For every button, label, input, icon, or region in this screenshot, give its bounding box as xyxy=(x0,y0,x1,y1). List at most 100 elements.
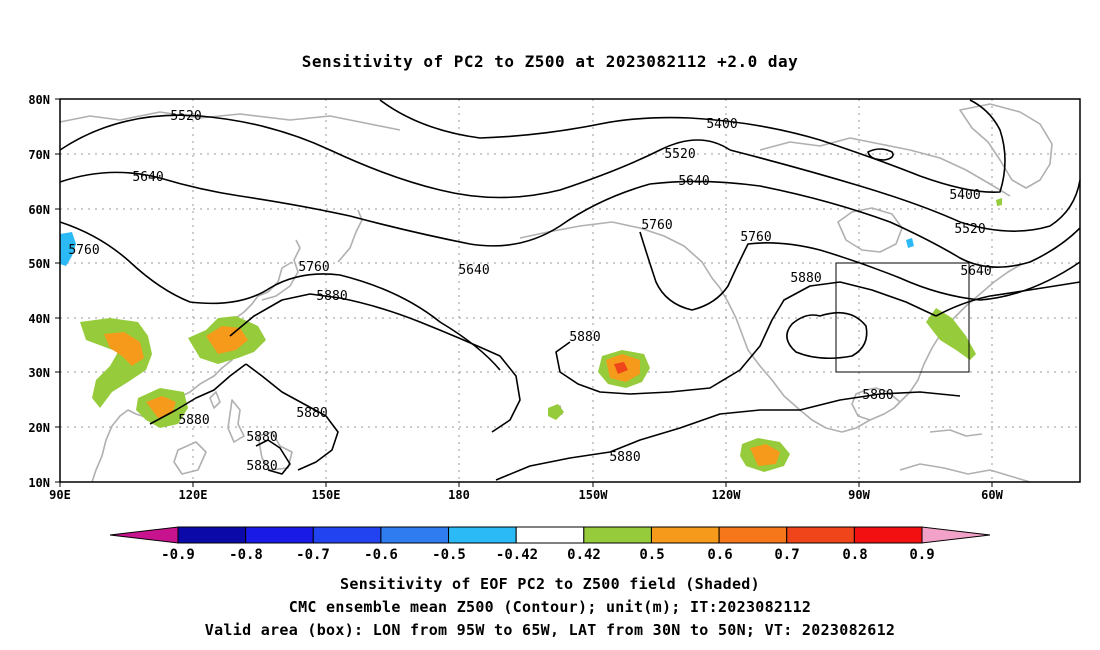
figure-title: Sensitivity of PC2 to Z500 at 2023082112… xyxy=(302,52,799,71)
colorbar-label: -0.9 xyxy=(161,547,195,563)
contour-label: 5880 xyxy=(609,450,640,465)
coastlines xyxy=(59,103,1053,483)
contour-5760-west xyxy=(59,221,501,371)
colorbar-label: 0.8 xyxy=(842,547,867,563)
colorbar-high-arrow xyxy=(921,526,991,544)
colorbar-label: 0.6 xyxy=(707,547,732,563)
coast-borneo xyxy=(173,441,207,475)
lat-tick-label: 20N xyxy=(28,421,50,435)
sensitivity-shading xyxy=(60,198,1002,472)
contour-label: 5640 xyxy=(458,263,489,278)
contour-5880-png xyxy=(255,439,291,475)
coast-philippines xyxy=(227,399,245,443)
contour-label: 5400 xyxy=(706,117,737,132)
colorbar-swatch xyxy=(448,526,517,544)
lon-tick-label: 180 xyxy=(448,488,470,502)
lon-tick-label: 60W xyxy=(981,488,1003,502)
colorbar-label: 0.9 xyxy=(909,547,934,563)
contour-5880-high xyxy=(786,311,868,360)
lon-tick-label: 120W xyxy=(712,488,742,502)
shade-green-hawaii xyxy=(548,404,564,420)
contour-label: 5880 xyxy=(246,430,277,445)
contour-label: 5760 xyxy=(68,243,99,258)
contour-label: 5400 xyxy=(949,188,980,203)
contour-5400-north xyxy=(379,99,1006,193)
coast-south-america xyxy=(899,463,1031,483)
lat-tick-label: 30N xyxy=(28,366,50,380)
contour-label: 5880 xyxy=(178,413,209,428)
colorbar-labels: -0.9 -0.8 -0.7 -0.6 -0.5 -0.42 0.42 0.5 … xyxy=(161,547,935,563)
captions: Sensitivity of EOF PC2 to Z500 field (Sh… xyxy=(205,575,895,639)
coast-caribbean xyxy=(929,429,983,437)
coast-gulf-of-mexico xyxy=(851,387,901,421)
colorbar-swatch xyxy=(650,526,720,544)
lat-tick-label: 80N xyxy=(28,93,50,107)
colorbar-swatch xyxy=(786,526,855,544)
lat-tick-label: 60N xyxy=(28,203,50,217)
coast-taiwan xyxy=(209,391,221,409)
shade-orange-korea xyxy=(206,326,248,354)
shade-cyan-west xyxy=(60,232,76,266)
contour-5520-west xyxy=(59,114,731,199)
axis-ticks xyxy=(55,98,993,487)
contour-label: 5880 xyxy=(569,330,600,345)
colorbar-label: -0.5 xyxy=(432,547,466,563)
valid-area-box xyxy=(835,262,970,373)
contour-5880-tropical xyxy=(495,391,961,481)
contour-5640-east xyxy=(649,180,1081,268)
contour-label: 5880 xyxy=(316,289,347,304)
coast-kamchatka xyxy=(337,209,363,263)
coast-greenland xyxy=(959,103,1053,189)
contour-label: 5640 xyxy=(960,264,991,279)
lat-tick-label: 40N xyxy=(28,312,50,326)
contour-5400-closed xyxy=(867,148,894,161)
contour-label: 5520 xyxy=(664,147,695,162)
lat-tick-label: 70N xyxy=(28,148,50,162)
caption-line-1: Sensitivity of EOF PC2 to Z500 field (Sh… xyxy=(340,575,760,593)
shade-orange-mexico xyxy=(750,444,780,466)
colorbar-label: -0.8 xyxy=(229,547,263,563)
colorbar-label: 0.5 xyxy=(639,547,664,563)
lon-tick-label: 90W xyxy=(848,488,870,502)
coast-japan xyxy=(261,239,301,301)
colorbar-label: -0.42 xyxy=(496,547,538,563)
shade-green-labrador xyxy=(996,198,1002,206)
colorbar-swatch xyxy=(177,526,247,544)
contour-label: 5520 xyxy=(954,222,985,237)
contour-label: 5880 xyxy=(862,388,893,403)
colorbar-swatch xyxy=(312,526,382,544)
lat-tick-label: 10N xyxy=(28,476,50,490)
shade-orange-south-china xyxy=(146,396,176,418)
contour-5880-west xyxy=(229,293,521,433)
contour-labels: 5520 5640 5760 5760 5880 5880 5880 5880 … xyxy=(68,109,991,474)
caption-line-2: CMC ensemble mean Z500 (Contour); unit(m… xyxy=(289,598,812,616)
coast-canadian-arctic xyxy=(759,137,1011,197)
map-frame xyxy=(59,98,1081,483)
coast-east-asia xyxy=(91,261,293,483)
contour-label: 5640 xyxy=(132,170,163,185)
contour-5880-china xyxy=(149,363,247,425)
contour-5880-philippines xyxy=(245,363,339,471)
z500-contours xyxy=(59,99,1081,481)
shade-orange-china xyxy=(104,332,144,366)
colorbar-label: 0.42 xyxy=(567,547,601,563)
caption-line-3: Valid area (box): LON from 95W to 65W, L… xyxy=(205,621,895,639)
lon-tick-label: 150W xyxy=(579,488,609,502)
colorbar-swatch xyxy=(853,526,923,544)
colorbar: -0.9 -0.8 -0.7 -0.6 -0.5 -0.42 0.42 0.5 … xyxy=(109,526,991,563)
colorbar-boxes xyxy=(177,526,923,544)
coast-hudson-bay xyxy=(837,207,903,253)
shade-green-us-east xyxy=(926,308,976,360)
contour-5640-west xyxy=(59,171,651,247)
lon-tick-label: 120E xyxy=(179,488,208,502)
contour-label: 5880 xyxy=(790,271,821,286)
contour-label: 5760 xyxy=(298,260,329,275)
lon-tick-label: 150E xyxy=(312,488,341,502)
colorbar-swatch xyxy=(245,526,314,544)
colorbar-label: 0.7 xyxy=(774,547,799,563)
contour-5880-east-pacific xyxy=(555,281,937,395)
lon-tick-label: 90E xyxy=(49,488,71,502)
contour-label: 5640 xyxy=(678,174,709,189)
shade-red-west-pacific xyxy=(614,362,628,374)
